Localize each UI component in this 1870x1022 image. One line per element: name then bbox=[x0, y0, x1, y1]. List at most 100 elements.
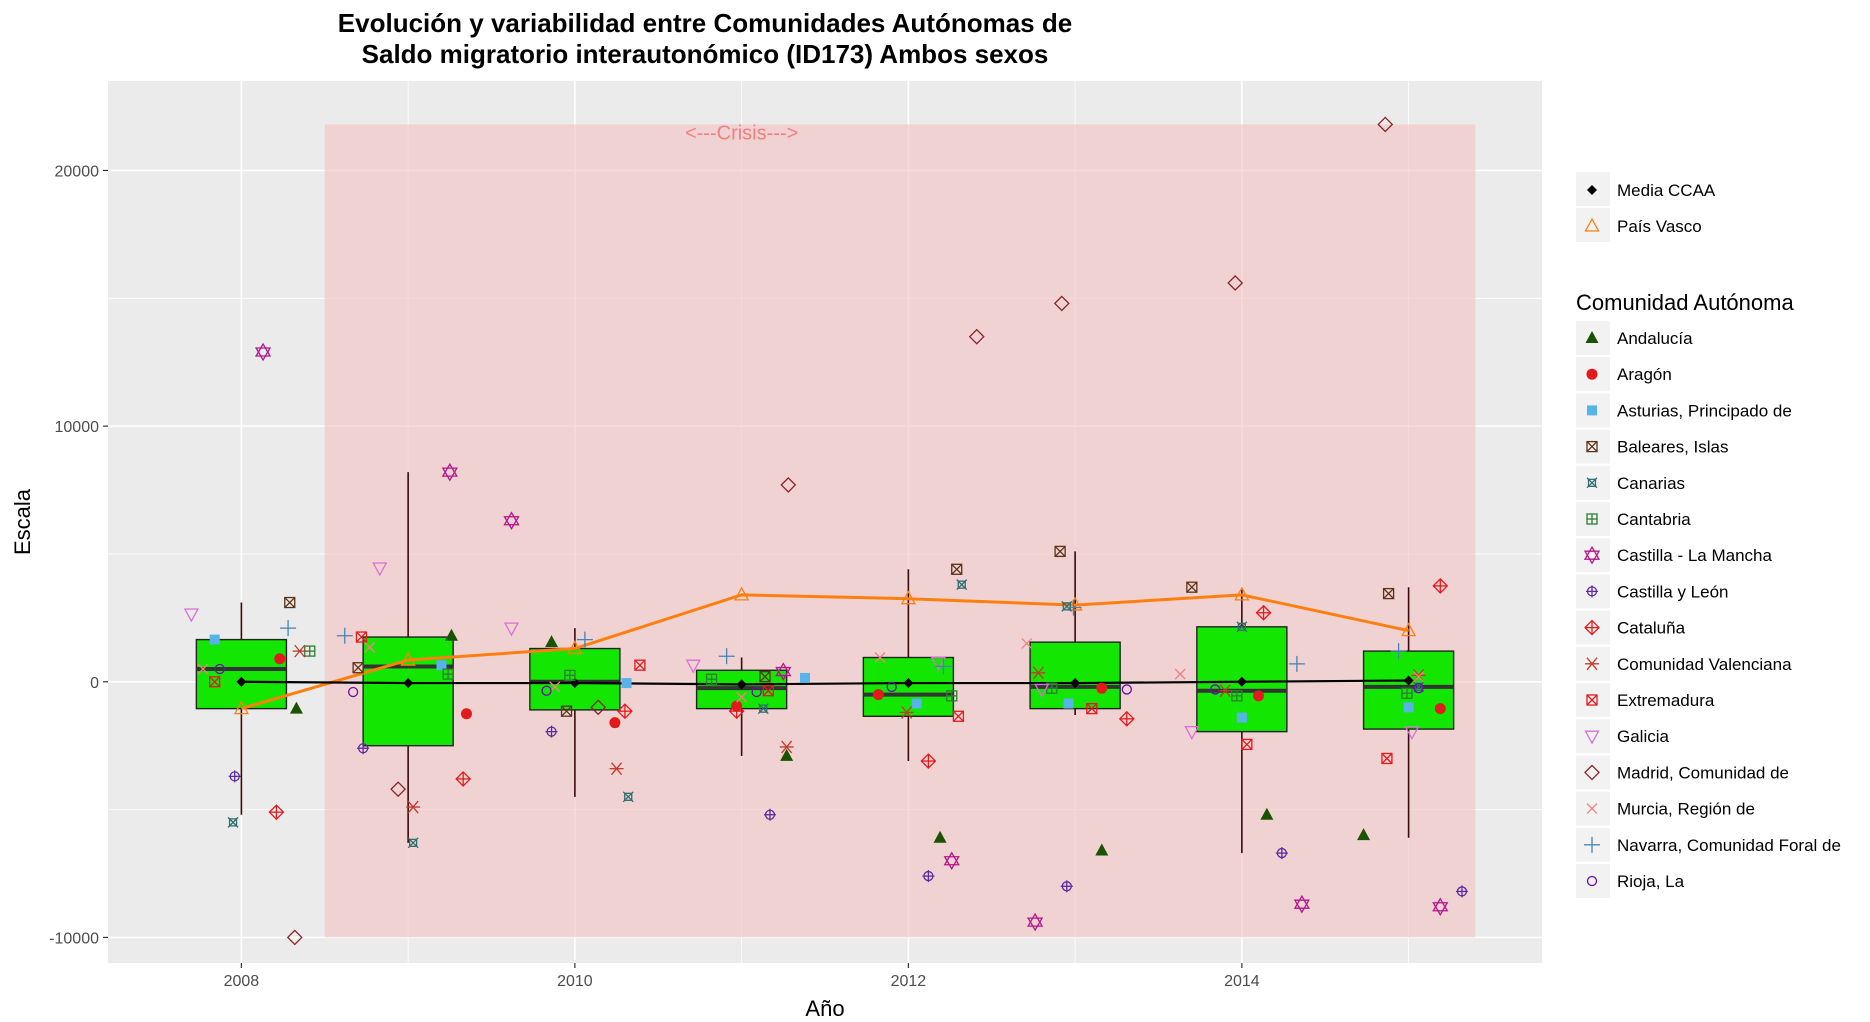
legend-key-symbol bbox=[1586, 585, 1598, 598]
legend-key-symbol bbox=[1584, 217, 1600, 232]
data-point bbox=[407, 837, 419, 849]
data-point bbox=[609, 762, 624, 776]
data-point bbox=[1288, 655, 1305, 672]
data-point bbox=[541, 685, 552, 696]
pais-vasco-point bbox=[400, 651, 416, 666]
legend-key-symbol bbox=[1583, 545, 1601, 565]
series-galicia bbox=[183, 562, 1420, 740]
data-point bbox=[560, 705, 573, 717]
data-point bbox=[545, 725, 558, 738]
data-point bbox=[1357, 828, 1371, 841]
data-point bbox=[355, 631, 368, 643]
y-tick-label: -10000 bbox=[49, 930, 99, 947]
data-point bbox=[1236, 712, 1247, 723]
x-tick-label: 2012 bbox=[891, 973, 927, 990]
pais-vasco-point bbox=[1234, 586, 1250, 601]
pais-vasco-point bbox=[1067, 596, 1083, 611]
legend-label: Madrid, Comunidad de bbox=[1617, 763, 1789, 782]
legend-label: Aragón bbox=[1617, 365, 1672, 384]
legend-key-symbol bbox=[1584, 619, 1600, 636]
data-point bbox=[357, 742, 370, 755]
data-point bbox=[763, 808, 776, 821]
data-point bbox=[933, 830, 947, 843]
data-point bbox=[209, 634, 220, 645]
legend-key-symbol bbox=[1586, 694, 1598, 706]
data-point bbox=[718, 648, 735, 665]
data-point bbox=[779, 740, 794, 754]
data-point bbox=[1432, 577, 1449, 594]
legend-key-bg bbox=[1576, 538, 1610, 573]
data-point bbox=[634, 659, 646, 671]
box bbox=[362, 636, 454, 747]
data-points bbox=[183, 116, 1468, 946]
y-tick-label: 0 bbox=[90, 675, 99, 692]
data-point bbox=[1061, 600, 1073, 612]
data-point bbox=[1382, 587, 1395, 600]
data-point bbox=[286, 929, 303, 946]
data-point bbox=[1255, 604, 1272, 621]
legend-key-symbol bbox=[1587, 405, 1597, 416]
data-point bbox=[705, 673, 718, 685]
legend-key-bg bbox=[1576, 429, 1610, 464]
data-point bbox=[1434, 703, 1446, 715]
series-andaluc-a bbox=[289, 628, 1371, 856]
series-castilla-y-le-n bbox=[228, 725, 1468, 898]
data-point bbox=[545, 635, 559, 648]
data-point bbox=[1218, 684, 1233, 698]
data-point bbox=[1186, 581, 1198, 593]
legend-key-bg bbox=[1576, 683, 1610, 717]
data-point bbox=[292, 644, 307, 658]
legend-label: Media CCAA bbox=[1617, 181, 1716, 200]
series-comunidad-valenciana bbox=[292, 644, 1426, 814]
data-point bbox=[1403, 702, 1414, 713]
legend-key-bg bbox=[1576, 465, 1610, 500]
data-point bbox=[372, 562, 388, 577]
data-point bbox=[874, 652, 886, 663]
legend-label: Castilla y León bbox=[1617, 582, 1729, 601]
data-point bbox=[1381, 752, 1393, 765]
y-tick-label: 20000 bbox=[55, 163, 100, 180]
legend-label: Andalucía bbox=[1617, 329, 1693, 348]
series-castilla-la-mancha bbox=[254, 342, 1449, 932]
data-point bbox=[209, 676, 221, 688]
legend-key-symbol bbox=[1584, 764, 1600, 781]
data-point bbox=[228, 770, 241, 783]
box bbox=[195, 638, 288, 710]
y-axis-title: Escala bbox=[10, 488, 35, 555]
data-point bbox=[1053, 295, 1070, 312]
data-point bbox=[1413, 671, 1425, 683]
legend-key-symbol bbox=[1586, 803, 1598, 815]
series-asturias-principado-de bbox=[209, 634, 1414, 723]
mean-point bbox=[1070, 678, 1081, 689]
pais-vasco-point bbox=[233, 700, 249, 715]
series-rioja-la bbox=[214, 663, 1424, 698]
data-point bbox=[899, 706, 914, 719]
data-point bbox=[1275, 847, 1288, 860]
legend-key-symbol bbox=[1585, 657, 1599, 671]
crisis-label: <---Crisis---> bbox=[685, 122, 798, 144]
data-point bbox=[757, 703, 769, 715]
series-murcia-regi-n-de bbox=[197, 637, 1425, 703]
legend-label: Navarra, Comunidad Foral de bbox=[1617, 836, 1841, 855]
data-point bbox=[943, 851, 960, 871]
data-point bbox=[576, 631, 593, 648]
data-point bbox=[503, 622, 520, 637]
legend-key-bg bbox=[1576, 791, 1610, 826]
legend-label: Asturias, Principado de bbox=[1617, 401, 1792, 420]
data-point bbox=[1241, 738, 1253, 751]
legend-key-symbol bbox=[1584, 730, 1600, 745]
data-point bbox=[685, 659, 701, 674]
data-point bbox=[436, 660, 447, 671]
mean-point bbox=[1236, 676, 1247, 687]
legend-key-symbol bbox=[1586, 513, 1598, 525]
data-point bbox=[609, 717, 621, 729]
data-point bbox=[1455, 885, 1468, 898]
legend-key-symbol bbox=[1586, 875, 1598, 887]
crisis-region bbox=[324, 124, 1476, 938]
data-point bbox=[503, 511, 520, 531]
x-tick-label: 2008 bbox=[224, 973, 260, 990]
data-point bbox=[946, 690, 958, 702]
legend-label: Canarias bbox=[1617, 474, 1685, 493]
mean-point bbox=[403, 678, 414, 689]
